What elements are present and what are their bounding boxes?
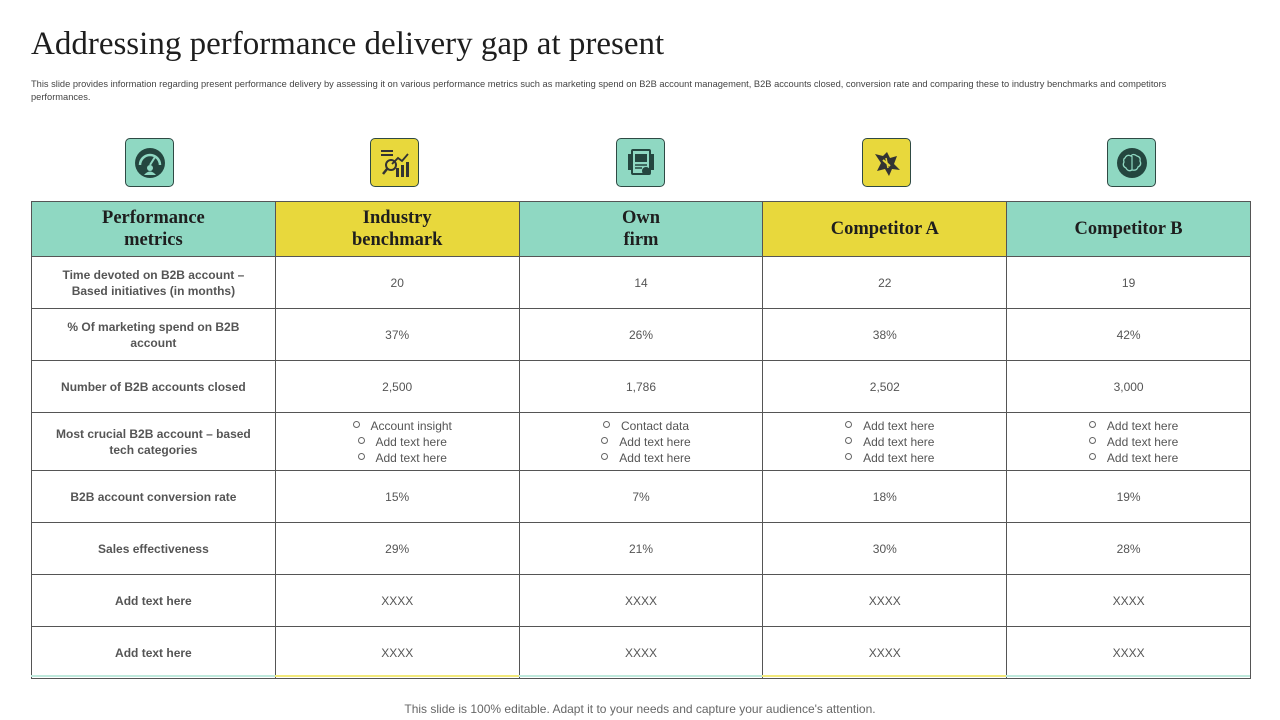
list-item: Add text here bbox=[286, 450, 519, 466]
brain-icon bbox=[1107, 138, 1156, 187]
bullet-list: Add text here Add text here Add text her… bbox=[773, 418, 1006, 466]
value-cell: XXXX bbox=[1006, 574, 1251, 627]
header-own-firm: Own firm bbox=[518, 201, 764, 257]
metric-label: Sales effectiveness bbox=[31, 522, 276, 575]
list-cell: Contact data Add text here Add text here bbox=[518, 412, 764, 471]
list-item: Add text here bbox=[1017, 450, 1250, 466]
header-competitor-b-label: Competitor B bbox=[1074, 219, 1183, 239]
broken-arrow-icon bbox=[862, 138, 911, 187]
list-cell: Add text here Add text here Add text her… bbox=[1006, 412, 1251, 471]
value-cell: XXXX bbox=[1006, 626, 1251, 679]
slide-subtitle: This slide provides information regardin… bbox=[31, 79, 1167, 102]
list-item: Add text here bbox=[773, 418, 1006, 434]
list-item: Add text here bbox=[773, 450, 1006, 466]
value-cell: 37% bbox=[274, 308, 520, 361]
value-cell: 20 bbox=[274, 256, 520, 309]
header-competitor-a-label: Competitor A bbox=[830, 219, 939, 239]
value-cell: 1,786 bbox=[518, 360, 764, 413]
list-item: Account insight bbox=[286, 418, 519, 434]
header-metrics-label: Performance metrics bbox=[102, 208, 205, 250]
metric-label: B2B account conversion rate bbox=[31, 470, 276, 523]
list-item: Add text here bbox=[286, 434, 519, 450]
table-row: Time devoted on B2B account – Based init… bbox=[31, 256, 1251, 309]
table-row: Sales effectiveness 29% 21% 30% 28% bbox=[31, 522, 1251, 575]
header-industry-label: Industry benchmark bbox=[351, 208, 443, 250]
list-item: Add text here bbox=[530, 434, 763, 450]
table-row: B2B account conversion rate 15% 7% 18% 1… bbox=[31, 470, 1251, 523]
column-accent-strip bbox=[519, 675, 763, 677]
list-item: Add text here bbox=[773, 434, 1006, 450]
value-cell: XXXX bbox=[518, 626, 764, 679]
column-accent-strip bbox=[275, 675, 519, 677]
metric-label: % Of marketing spend on B2B account bbox=[31, 308, 276, 361]
value-cell: 30% bbox=[762, 522, 1008, 575]
table-row: % Of marketing spend on B2B account 37% … bbox=[31, 308, 1251, 361]
metric-label: Time devoted on B2B account – Based init… bbox=[31, 256, 276, 309]
value-cell: 22 bbox=[762, 256, 1008, 309]
document-profile-icon bbox=[616, 138, 665, 187]
value-cell: 42% bbox=[1006, 308, 1251, 361]
performance-table: Performance metrics Industry benchmark O… bbox=[31, 201, 1251, 679]
metric-label: Most crucial B2B account – based tech ca… bbox=[31, 412, 276, 471]
list-item: Add text here bbox=[1017, 418, 1250, 434]
header-industry-benchmark: Industry benchmark bbox=[274, 201, 520, 257]
table-row: Add text here XXXX XXXX XXXX XXXX bbox=[31, 574, 1251, 627]
slide-footer: This slide is 100% editable. Adapt it to… bbox=[404, 702, 876, 716]
metric-label: Number of B2B accounts closed bbox=[31, 360, 276, 413]
value-cell: 2,500 bbox=[274, 360, 520, 413]
analytics-chart-icon bbox=[370, 138, 419, 187]
table-row: Add text here XXXX XXXX XXXX XXXX bbox=[31, 626, 1251, 679]
table-row: Number of B2B accounts closed 2,500 1,78… bbox=[31, 360, 1251, 413]
bullet-list: Contact data Add text here Add text here bbox=[530, 418, 763, 466]
list-item: Add text here bbox=[530, 450, 763, 466]
value-cell: 3,000 bbox=[1006, 360, 1251, 413]
header-competitor-b: Competitor B bbox=[1006, 201, 1251, 257]
value-cell: 26% bbox=[518, 308, 764, 361]
list-cell: Account insight Add text here Add text h… bbox=[274, 412, 520, 471]
header-metrics: Performance metrics bbox=[31, 201, 276, 257]
value-cell: 19 bbox=[1006, 256, 1251, 309]
header-competitor-a: Competitor A bbox=[762, 201, 1008, 257]
value-cell: 2,502 bbox=[762, 360, 1008, 413]
metric-label: Add text here bbox=[31, 626, 276, 679]
value-cell: XXXX bbox=[762, 626, 1008, 679]
value-cell: XXXX bbox=[762, 574, 1008, 627]
value-cell: 28% bbox=[1006, 522, 1251, 575]
value-cell: 21% bbox=[518, 522, 764, 575]
value-cell: 15% bbox=[274, 470, 520, 523]
bullet-list: Account insight Add text here Add text h… bbox=[286, 418, 519, 466]
value-cell: 7% bbox=[518, 470, 764, 523]
metric-label: Add text here bbox=[31, 574, 276, 627]
list-item: Contact data bbox=[530, 418, 763, 434]
table-row: Most crucial B2B account – based tech ca… bbox=[31, 412, 1251, 471]
header-own-firm-label: Own firm bbox=[621, 208, 661, 250]
gauge-user-icon bbox=[125, 138, 174, 187]
bullet-list: Add text here Add text here Add text her… bbox=[1017, 418, 1250, 466]
value-cell: XXXX bbox=[518, 574, 764, 627]
value-cell: 19% bbox=[1006, 470, 1251, 523]
table-header-row: Performance metrics Industry benchmark O… bbox=[31, 201, 1251, 257]
column-accent-strip bbox=[762, 675, 1006, 677]
value-cell: 14 bbox=[518, 256, 764, 309]
value-cell: XXXX bbox=[274, 574, 520, 627]
value-cell: XXXX bbox=[274, 626, 520, 679]
value-cell: 29% bbox=[274, 522, 520, 575]
list-cell: Add text here Add text here Add text her… bbox=[762, 412, 1008, 471]
value-cell: 18% bbox=[762, 470, 1008, 523]
slide-title: Addressing performance delivery gap at p… bbox=[31, 26, 665, 62]
column-accent-strip bbox=[31, 675, 275, 677]
value-cell: 38% bbox=[762, 308, 1008, 361]
column-accent-strip bbox=[1006, 675, 1250, 677]
list-item: Add text here bbox=[1017, 434, 1250, 450]
